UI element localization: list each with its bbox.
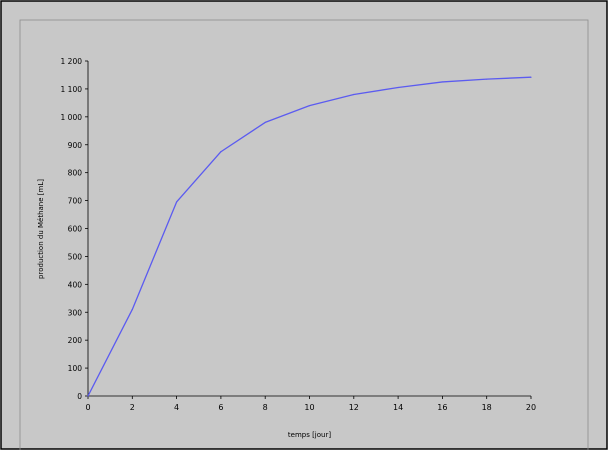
series-layer <box>87 76 532 397</box>
data-point <box>87 395 89 397</box>
x-tick-label: 0 <box>85 403 90 412</box>
x-tick-label: 8 <box>263 403 268 412</box>
x-tick-label: 20 <box>526 403 536 412</box>
y-tick-label: 800 <box>68 169 83 178</box>
data-point <box>441 81 443 83</box>
y-tick-label: 200 <box>68 336 83 345</box>
y-tick-label: 600 <box>68 225 83 234</box>
y-tick-label: 0 <box>77 392 82 401</box>
y-tick-label: 300 <box>68 308 83 317</box>
x-tick-label: 16 <box>437 403 447 412</box>
y-tick-label: 100 <box>68 364 83 373</box>
x-tick-label: 18 <box>482 403 492 412</box>
data-point <box>176 201 178 203</box>
y-tick-label: 1 000 <box>61 113 83 122</box>
x-tick-label: 12 <box>349 403 359 412</box>
x-axis: 0 2 4 6 8 10 12 14 16 18 20 <box>85 395 536 412</box>
x-tick-label: 6 <box>218 403 223 412</box>
plot-background <box>88 61 531 396</box>
x-axis-label: temps [jour] <box>288 431 331 439</box>
data-point <box>486 78 488 80</box>
y-tick-label: 1 100 <box>61 85 83 94</box>
data-point <box>530 76 532 78</box>
data-point <box>131 308 133 311</box>
x-tick-label: 14 <box>393 403 403 412</box>
data-point <box>220 151 222 153</box>
data-point <box>397 86 399 89</box>
figure-inner-border <box>19 19 589 450</box>
y-tick-label: 700 <box>68 197 83 206</box>
y-tick-label: 900 <box>68 141 83 150</box>
x-tick-label: 2 <box>130 403 135 412</box>
data-point <box>264 121 266 124</box>
data-point <box>353 93 355 96</box>
x-tick-label: 4 <box>174 403 179 412</box>
y-axis-label: production du Méthane [mL] <box>37 179 45 279</box>
y-tick-label: 1 200 <box>61 57 83 66</box>
y-tick-label: 400 <box>68 280 83 289</box>
y-tick-label: 500 <box>68 252 83 261</box>
plot-area <box>88 61 531 396</box>
data-point <box>308 105 311 107</box>
x-tick-label: 10 <box>304 403 314 412</box>
